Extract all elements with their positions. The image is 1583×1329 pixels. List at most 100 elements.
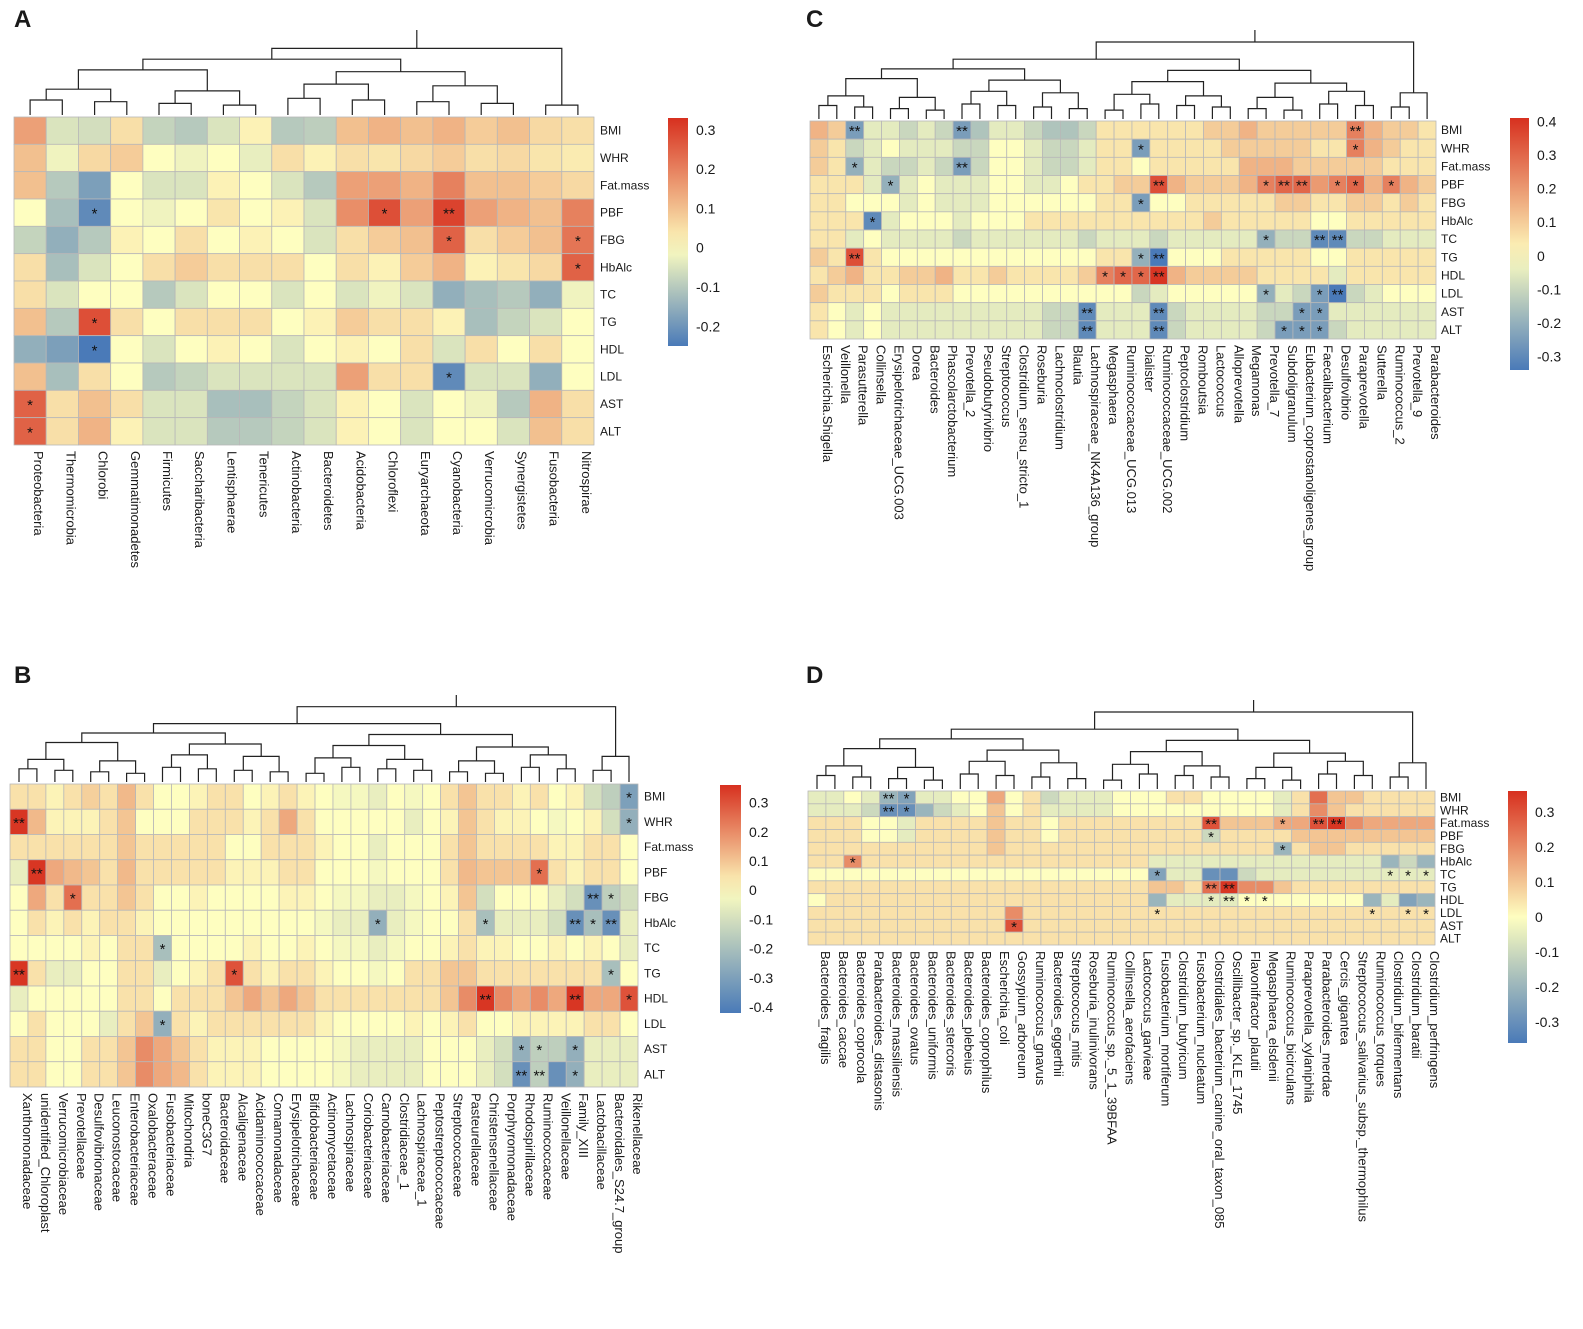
heatmap-cell: [1113, 320, 1133, 340]
heatmap-cell: [1076, 906, 1096, 920]
row-label-hdl: HDL: [644, 992, 668, 1006]
heatmap-cell: [1042, 320, 1061, 340]
heatmap-cell: [879, 854, 898, 869]
heatmap-cell: [986, 867, 1006, 882]
heatmap-cell: [335, 143, 369, 173]
heatmap-cell: [1042, 211, 1061, 231]
dendrogram-branch: [556, 768, 576, 782]
heatmap-cell: [619, 935, 639, 962]
row-label-fbg: FBG: [600, 233, 625, 247]
heatmap-cell: [1095, 284, 1115, 304]
heatmap-cell: [1364, 120, 1383, 140]
heatmap-cell: [1399, 175, 1419, 195]
heatmap-cell: [897, 931, 916, 946]
heatmap-cell: [1220, 229, 1240, 249]
column-label-gossypium-arboreum: Gossypium_arboreum: [1015, 951, 1030, 1079]
heatmap-cell: [1112, 906, 1131, 920]
column-label-dorea: Dorea: [909, 345, 924, 381]
heatmap-cell: [1060, 175, 1079, 195]
heatmap-cell: [827, 302, 847, 322]
heatmap-cell: [278, 808, 298, 835]
heatmap-cell: [988, 247, 1008, 267]
significance-star: *: [1138, 268, 1144, 285]
heatmap-cell: [174, 307, 208, 337]
legend-tick-label: -0.3: [1535, 1014, 1559, 1030]
heatmap-cell: [529, 362, 563, 391]
heatmap-cell: [1112, 931, 1131, 946]
dendrogram-branch: [77, 69, 208, 91]
heatmap-cell: [1327, 841, 1346, 856]
heatmap-cell: [950, 931, 970, 946]
heatmap-cell: [825, 829, 845, 843]
significance-star: **: [569, 992, 581, 1009]
heatmap-cell: [45, 783, 65, 810]
heatmap-cell: [1024, 265, 1043, 285]
heatmap-cell: [1237, 931, 1257, 946]
heatmap-cell: [171, 985, 190, 1012]
dendrogram-branch: [1104, 109, 1124, 119]
heatmap-cell: [1112, 893, 1131, 907]
heatmap-cell: [350, 808, 370, 835]
dendrogram-branch: [314, 757, 352, 774]
significance-star: *: [446, 233, 452, 250]
heatmap-cell: [464, 225, 498, 255]
heatmap-cell: [934, 156, 954, 176]
heatmap-cell: [845, 284, 865, 304]
legend-tick-label: 0.3: [1537, 147, 1557, 163]
heatmap-cell: [1060, 302, 1079, 322]
column-label-streptococcus-salivarius-subsp-thermophilus: Streptococcus_salivarius_subsp._thermoph…: [1355, 951, 1370, 1222]
heatmap-cell: [950, 854, 970, 869]
heatmap-cell: [404, 909, 424, 936]
heatmap-cell: [1399, 211, 1419, 231]
heatmap-cell: [350, 935, 370, 962]
heatmap-cell: [950, 841, 970, 856]
heatmap-cell: [1220, 265, 1240, 285]
heatmap-cell: [78, 198, 112, 227]
heatmap-cell: [303, 171, 337, 200]
dendrogram-branch: [94, 101, 128, 115]
heatmap-cell: [400, 417, 434, 446]
dendrogram-branch: [18, 768, 38, 782]
row-label-fbg: FBG: [1440, 842, 1465, 856]
column-label-megasphaera-elsdenii: Megasphaera_elsdenii: [1266, 951, 1281, 1082]
heatmap-cell: [1274, 156, 1294, 176]
heatmap-cell: [933, 790, 952, 805]
heatmap-cell: [1022, 918, 1042, 933]
dendrogram-branch: [45, 741, 119, 761]
heatmap-cell: [206, 909, 226, 936]
heatmap-cell: [314, 808, 334, 835]
heatmap-cell: [881, 138, 900, 158]
significance-star: *: [536, 865, 542, 882]
heatmap-cell: [332, 935, 352, 962]
heatmap-cell: [432, 335, 466, 364]
heatmap-cell: [861, 893, 881, 907]
column-label-lactococcus: Lactococcus: [1213, 345, 1228, 418]
heatmap-cell: [1058, 854, 1078, 869]
heatmap-cell: [206, 834, 226, 861]
row-label-ast: AST: [644, 1042, 668, 1056]
heatmap-cell: [494, 985, 513, 1012]
heatmap-cell: [1131, 229, 1151, 249]
significance-star: *: [1405, 906, 1411, 923]
heatmap-cell: [807, 906, 827, 920]
heatmap-cell: [174, 171, 208, 200]
heatmap-cell: [1399, 193, 1419, 213]
heatmap-cell: [1112, 816, 1131, 830]
column-dendrogram: [816, 700, 1427, 789]
heatmap-cell: [1077, 229, 1097, 249]
heatmap-cell: [1220, 211, 1240, 231]
heatmap-cell: [99, 859, 119, 886]
heatmap-cell: [1255, 918, 1275, 933]
heatmap-cell: [1399, 284, 1419, 304]
significance-star: *: [1423, 906, 1429, 923]
dendrogram-branch: [197, 768, 217, 782]
dendrogram-branch: [1211, 106, 1231, 119]
heatmap-cell: [271, 225, 305, 255]
column-label-parabacteroides-merdae: Parabacteroides_merdae: [1320, 951, 1335, 1097]
heatmap-cell: [440, 783, 459, 810]
heatmap-cell: [1416, 816, 1436, 830]
heatmap-cell: [464, 171, 498, 200]
heatmap-cell: [1006, 211, 1026, 231]
column-label-thermomicrobia: Thermomicrobia: [63, 451, 78, 546]
heatmap-cell: [242, 1061, 262, 1088]
